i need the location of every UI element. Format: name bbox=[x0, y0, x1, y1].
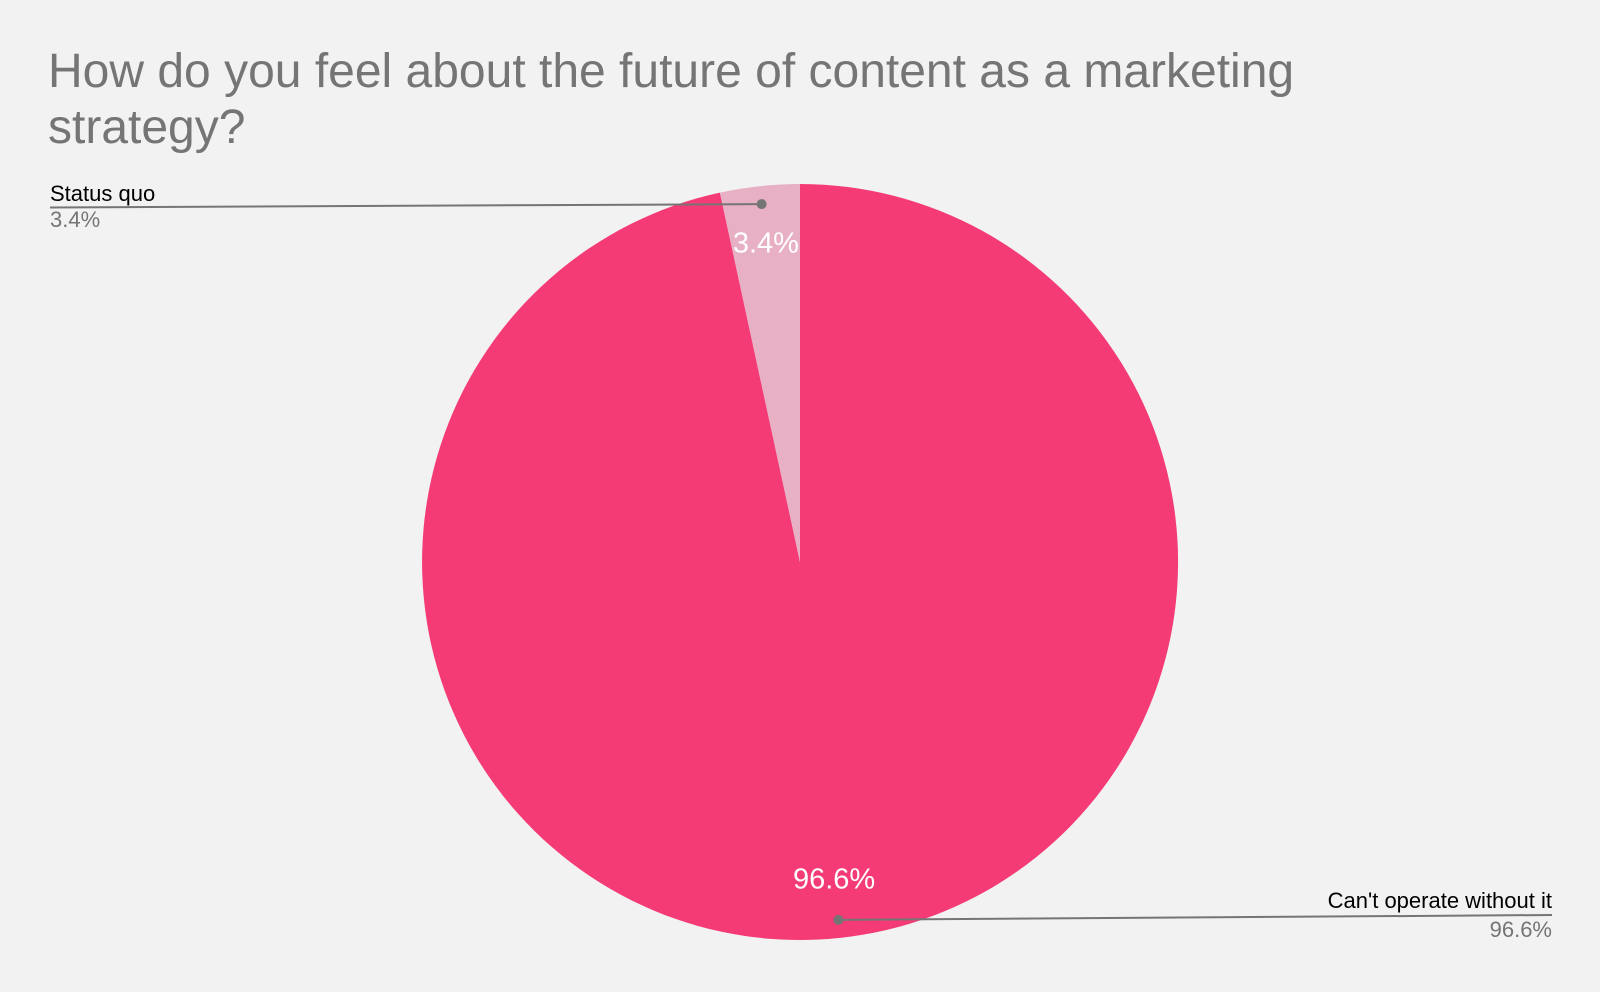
callout-cant-operate-label: Can't operate without it bbox=[1327, 888, 1552, 913]
leader-line-status-quo bbox=[49, 203, 762, 209]
slice-percent-label-status-quo: 3.4% bbox=[732, 227, 799, 260]
chart-title: How do you feel about the future of cont… bbox=[48, 45, 1295, 155]
leader-dot-can-t-operate-without-it bbox=[833, 914, 844, 925]
leader-dot-status-quo bbox=[756, 199, 767, 210]
pie-slice-can-t-operate-without-it bbox=[422, 183, 1179, 941]
callout-cant-operate-value: 96.6% bbox=[1489, 917, 1552, 942]
callout-status-quo-value: 3.4% bbox=[50, 207, 101, 232]
leader-line-can-t-operate-without-it bbox=[838, 914, 1553, 921]
pie-slice-status-quo bbox=[719, 184, 800, 562]
callout-cant-operate-without-it: Can't operate without it 96.6% bbox=[1328, 888, 1552, 942]
slice-percent-label-cant-operate-without-it: 96.6% bbox=[792, 863, 876, 896]
callout-status-quo-label: Status quo bbox=[50, 181, 156, 206]
callout-status-quo: Status quo 3.4% bbox=[50, 181, 155, 232]
